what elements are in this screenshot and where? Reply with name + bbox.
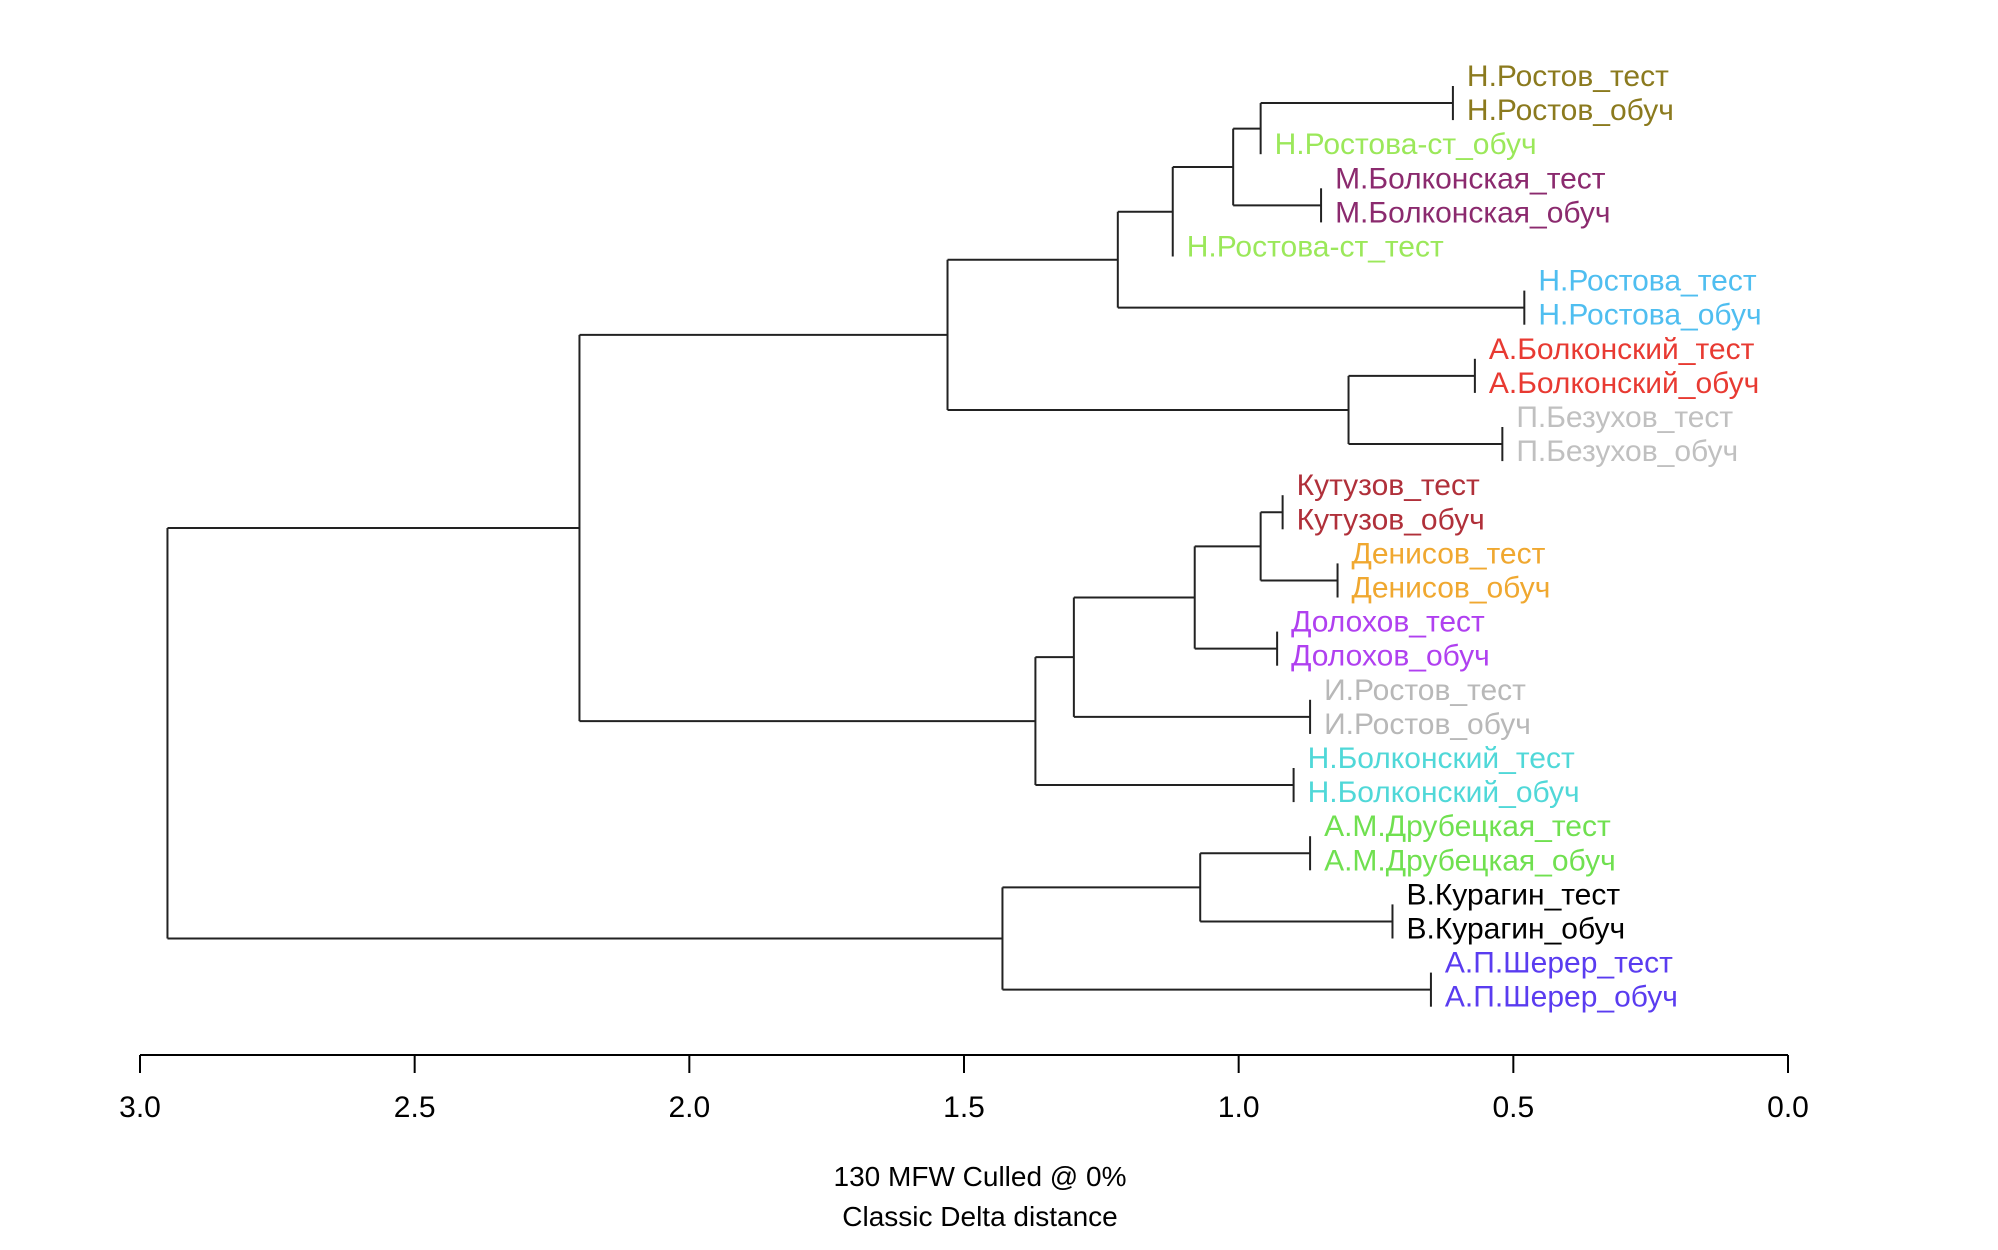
leaf-label: М.Болконская_обуч bbox=[1335, 196, 1611, 229]
caption-mfw: 130 MFW Culled @ 0% bbox=[834, 1161, 1127, 1192]
leaf-label: В.Курагин_тест bbox=[1406, 878, 1620, 911]
leaf-label: Долохов_обуч bbox=[1291, 640, 1490, 673]
x-axis-tick-label: 0.5 bbox=[1492, 1091, 1534, 1124]
leaf-label: Долохов_тест bbox=[1291, 606, 1485, 639]
leaf-label: А.Болконский_обуч bbox=[1489, 367, 1759, 400]
dendrogram-branches bbox=[166, 86, 1526, 1007]
leaf-label: Кутузов_тест bbox=[1297, 469, 1480, 502]
leaf-label: Денисов_тест bbox=[1352, 537, 1546, 570]
x-axis-tick-label: 0.0 bbox=[1767, 1091, 1809, 1124]
leaf-label: И.Ростов_обуч bbox=[1324, 708, 1531, 741]
leaf-label: Н.Болконский_тест bbox=[1308, 742, 1575, 775]
leaf-label: Н.Ростов_тест bbox=[1467, 60, 1669, 93]
leaf-label: Н.Ростова-ст_обуч bbox=[1275, 128, 1537, 161]
leaf-label: И.Ростов_тест bbox=[1324, 674, 1526, 707]
leaf-label: В.Курагин_обуч bbox=[1406, 913, 1625, 946]
leaf-label: А.М.Друбецкая_обуч bbox=[1324, 844, 1616, 877]
x-axis-tick-label: 1.0 bbox=[1218, 1091, 1260, 1124]
leaf-label: П.Безухов_обуч bbox=[1516, 435, 1738, 468]
leaf-label: А.П.Шерер_обуч bbox=[1445, 981, 1678, 1014]
leaf-label: М.Болконская_тест bbox=[1335, 162, 1606, 195]
leaf-label: Н.Ростов_обуч bbox=[1467, 94, 1674, 127]
caption-distance: Classic Delta distance bbox=[842, 1201, 1117, 1232]
leaf-label: П.Безухов_тест bbox=[1516, 401, 1733, 434]
leaf-label: А.П.Шерер_тест bbox=[1445, 947, 1673, 980]
x-axis-tick-label: 2.0 bbox=[668, 1091, 710, 1124]
leaf-label: А.Болконский_тест bbox=[1489, 333, 1755, 366]
leaf-label: Н.Ростова_обуч bbox=[1538, 299, 1761, 332]
x-axis-tick-label: 1.5 bbox=[943, 1091, 985, 1124]
x-axis: 3.0 2.5 2.0 1.5 1.0 0.5 0.0 bbox=[119, 1054, 1809, 1124]
leaf-label: Н.Болконский_обуч bbox=[1308, 776, 1580, 809]
x-axis-tick-label: 2.5 bbox=[394, 1091, 436, 1124]
leaf-label: Н.Ростова-ст_тест bbox=[1187, 231, 1444, 264]
leaf-label: Кутузов_обуч bbox=[1297, 503, 1485, 536]
x-axis-tick-label: 3.0 bbox=[119, 1091, 161, 1124]
leaf-label: А.М.Друбецкая_тест bbox=[1324, 810, 1611, 843]
leaf-label: Н.Ростова_тест bbox=[1538, 265, 1757, 298]
leaf-label: Денисов_обуч bbox=[1352, 572, 1551, 605]
leaf-labels: Н.Ростов_тестН.Ростов_обучН.Ростова-ст_о… bbox=[1187, 60, 1762, 1014]
